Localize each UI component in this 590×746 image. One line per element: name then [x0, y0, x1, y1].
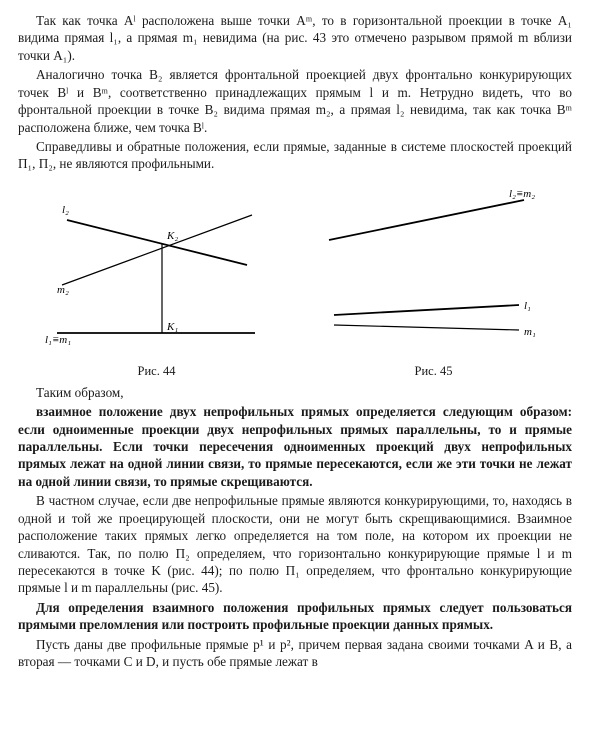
paragraph-1: Так как точка Aˡ расположена выше точки … — [18, 12, 572, 64]
paragraph-3: Справедливы и обратные положения, если п… — [18, 138, 572, 173]
figure-45: l₂≡m₂ l₁ m₁ Рис. 45 — [295, 185, 572, 380]
figure-44-svg: l₂ m₂ K₂ K₁ l₁≡m₁ — [37, 185, 277, 355]
figures-row: l₂ m₂ K₂ K₁ l₁≡m₁ Рис. 44 l₂≡m₂ l₁ m₁ Ри… — [18, 185, 572, 380]
fig44-label-m2: m₂ — [57, 284, 69, 296]
fig45-label-l2m2: l₂≡m₂ — [509, 188, 535, 200]
figure-44: l₂ m₂ K₂ K₁ l₁≡m₁ Рис. 44 — [18, 185, 295, 380]
figure-45-svg: l₂≡m₂ l₁ m₁ — [309, 185, 559, 355]
paragraph-7: Для определения взаимного положения проф… — [18, 599, 572, 634]
fig45-label-l1: l₁ — [524, 300, 531, 312]
fig44-label-K2: K₂ — [166, 230, 178, 242]
fig45-line-l1 — [334, 305, 519, 315]
fig44-label-K1: K₁ — [166, 321, 178, 333]
fig44-label-l2: l₂ — [62, 204, 69, 216]
fig44-label-l1m1: l₁≡m₁ — [45, 334, 71, 346]
figure-45-caption: Рис. 45 — [295, 363, 572, 380]
figure-44-caption: Рис. 44 — [18, 363, 295, 380]
paragraph-4: Таким образом, — [18, 384, 572, 401]
paragraph-2: Аналогично точка B₂ является фронтальной… — [18, 66, 572, 136]
paragraph-6: В частном случае, если две непрофильные … — [18, 492, 572, 597]
fig45-line-m1 — [334, 325, 519, 330]
paragraph-8: Пусть даны две профильные прямые p¹ и p²… — [18, 636, 572, 671]
fig45-label-m1: m₁ — [524, 326, 536, 338]
paragraph-5: взаимное положение двух непрофильных пря… — [18, 403, 572, 490]
fig45-line-l2m2 — [329, 200, 524, 240]
